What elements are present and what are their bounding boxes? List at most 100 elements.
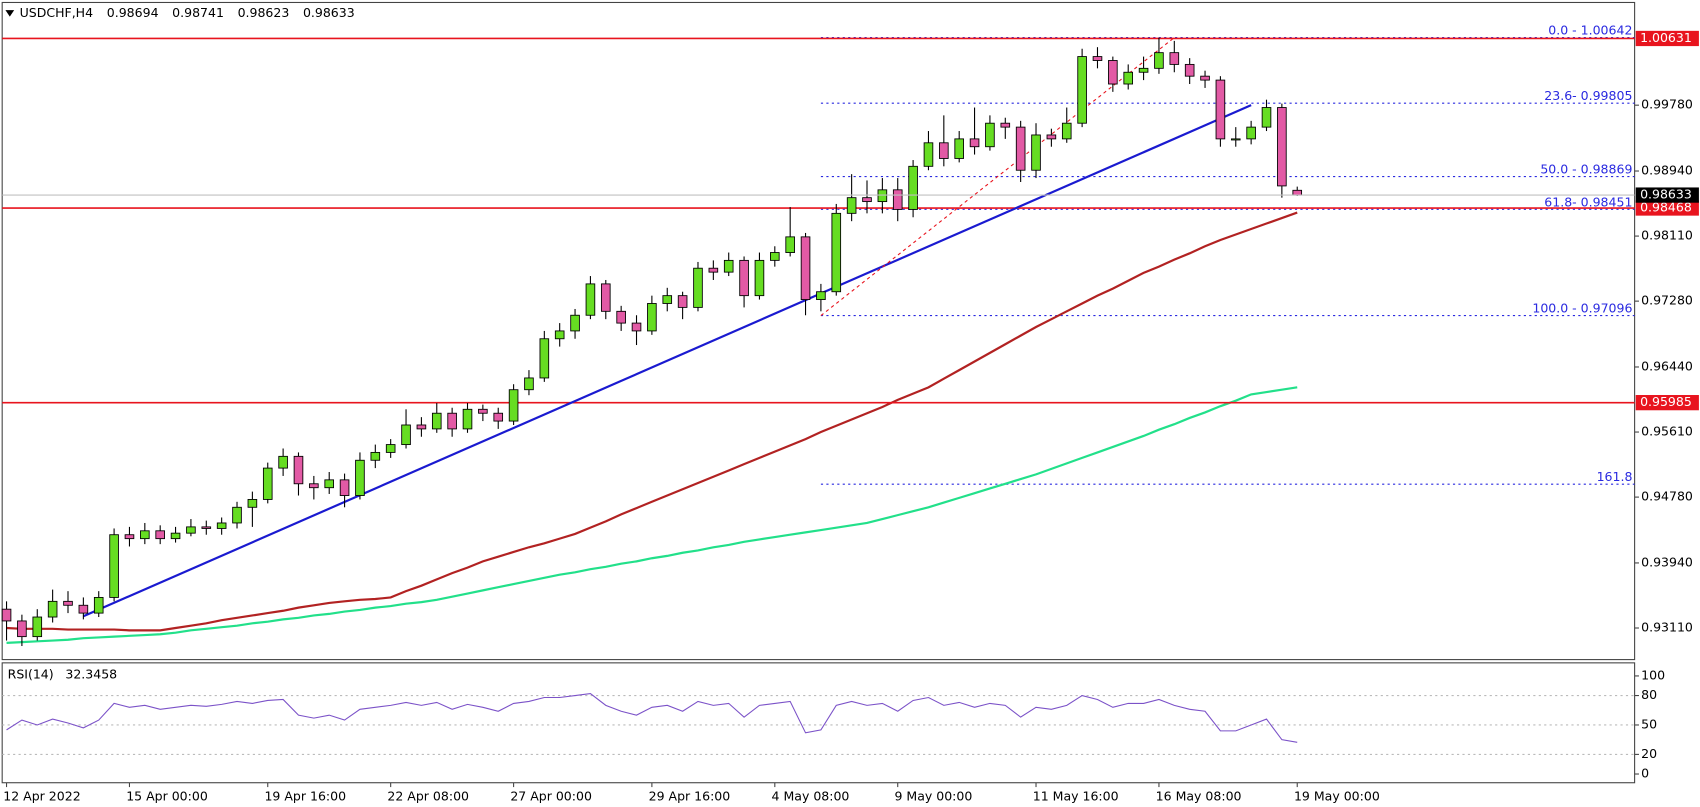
fib-label: 23.6- 0.99805: [1544, 88, 1632, 103]
candle-body: [754, 259, 765, 297]
x-tick-label: 22 Apr 08:00: [387, 788, 469, 803]
candle-body: [1123, 71, 1134, 85]
candle-body: [708, 267, 719, 273]
y-tick-label: 0.99780: [1641, 97, 1693, 112]
level-label: 1.00631: [1640, 30, 1692, 45]
candle-body: [662, 295, 673, 304]
candle-body: [1015, 126, 1026, 171]
level-label: 0.95985: [1640, 394, 1692, 409]
rsi-line: [6, 693, 1298, 743]
candle-body: [232, 506, 242, 524]
rsi-tick-label: 80: [1641, 687, 1657, 702]
candle-body: [1277, 107, 1287, 187]
x-tick-label: 11 May 16:00: [1033, 788, 1119, 803]
x-tick-label: 9 May 00:00: [894, 788, 972, 803]
candle-body: [1, 608, 12, 622]
candle-body: [1169, 52, 1180, 65]
last-price-box: [1635, 187, 1699, 203]
candle-body: [324, 479, 335, 489]
candle-body: [401, 424, 411, 446]
candle-body: [631, 322, 642, 332]
candle-body: [1292, 189, 1303, 196]
candle-body: [170, 532, 181, 540]
y-tick-label: 0.95610: [1641, 424, 1693, 439]
candle-body: [1184, 63, 1195, 77]
rsi-panel: [1, 662, 1636, 784]
fib-label: 100.0 - 0.97096: [1532, 301, 1632, 316]
candle-body: [416, 424, 427, 430]
high-value: 0.98741: [172, 5, 224, 20]
candle-body: [186, 526, 196, 534]
low-value: 0.98623: [238, 5, 290, 20]
candle-body: [954, 138, 964, 159]
candle-body: [1092, 56, 1103, 61]
candle-body: [600, 283, 611, 312]
candle-body: [216, 522, 227, 529]
rsi-tick-label: 50: [1641, 716, 1657, 731]
rsi-name: RSI(14): [8, 666, 54, 681]
candle-body: [739, 259, 749, 297]
moving-average: [6, 211, 1298, 632]
rsi-tick-label: 20: [1641, 746, 1657, 761]
level-box: [1635, 200, 1699, 216]
candle-body: [155, 530, 165, 540]
candle-body: [1031, 134, 1041, 171]
x-tick-label: 4 May 08:00: [772, 788, 850, 803]
y-tick-label: 0.93940: [1641, 554, 1693, 569]
symbol: USDCHF,H4: [20, 5, 93, 20]
candle-body: [32, 616, 43, 638]
candle-body: [877, 189, 888, 203]
x-tick-label: 29 Apr 16:00: [649, 788, 731, 803]
candle-body: [47, 600, 58, 618]
candle-body: [462, 408, 473, 430]
candle-body: [647, 303, 657, 332]
candle-body: [677, 295, 688, 308]
candle-body: [846, 197, 857, 214]
candle-body: [431, 412, 442, 430]
candle-body: [247, 499, 258, 508]
candle-body: [1108, 60, 1118, 85]
candle-body: [800, 236, 811, 301]
main-panel: [1, 1, 1636, 661]
candle-body: [723, 259, 734, 273]
last-price-label: 0.98633: [1640, 187, 1692, 202]
candle-body: [293, 455, 304, 485]
y-tick-label: 0.94780: [1641, 489, 1693, 504]
candle-body: [1246, 126, 1256, 140]
candle-body: [585, 283, 596, 316]
candle-body: [1000, 122, 1011, 128]
candle-body: [63, 600, 73, 606]
candle-body: [693, 267, 703, 308]
candle-body: [385, 444, 396, 453]
collapse-icon[interactable]: [5, 10, 15, 17]
fib-label: 161.8: [1597, 469, 1633, 484]
candle-body: [1215, 79, 1226, 140]
candle-body: [770, 252, 780, 261]
candle-body: [478, 408, 488, 414]
candle-body: [939, 142, 949, 159]
candle-body: [1261, 107, 1272, 128]
candle-body: [1046, 134, 1057, 140]
candle-body: [1138, 67, 1149, 73]
x-tick-label: 15 Apr 00:00: [126, 788, 208, 803]
candle-body: [1061, 122, 1072, 140]
candle-body: [1230, 138, 1241, 141]
candle-body: [508, 389, 519, 422]
x-tick-label: 12 Apr 2022: [3, 788, 80, 803]
close-value: 0.98633: [303, 5, 355, 20]
fib-label: 61.8- 0.98451: [1544, 194, 1632, 209]
y-tick-label: 0.93110: [1641, 620, 1693, 635]
candle-body: [985, 122, 995, 148]
candle-body: [923, 142, 934, 167]
x-tick-label: 19 May 00:00: [1294, 788, 1380, 803]
candle-body: [908, 165, 918, 210]
candle-body: [78, 604, 89, 614]
candle-body: [1200, 75, 1210, 81]
candle-body: [616, 310, 626, 324]
candle-body: [93, 596, 104, 614]
y-tick-label: 0.98110: [1641, 228, 1693, 243]
candle-body: [17, 620, 27, 638]
candle-body: [816, 291, 826, 301]
